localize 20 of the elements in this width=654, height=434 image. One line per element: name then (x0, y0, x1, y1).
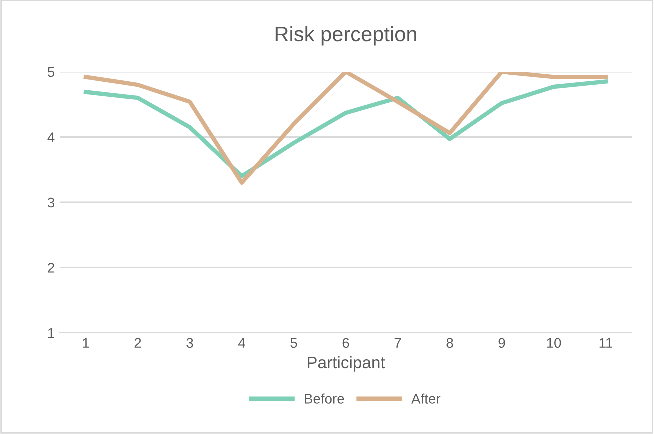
legend-label: Before (305, 394, 344, 404)
x-tick-label: 8 (446, 338, 454, 348)
y-tick-label: 4 (48, 132, 55, 142)
x-tick-label: 1 (83, 338, 90, 348)
x-tick-label: 10 (547, 338, 562, 348)
y-tick-label: 5 (48, 67, 55, 78)
x-tick-label: 3 (186, 338, 194, 348)
y-tick-label: 2 (48, 263, 54, 273)
y-tick-label: 3 (48, 198, 55, 208)
y-tick-label: 1 (48, 328, 54, 338)
x-tick-label: 2 (134, 338, 142, 348)
x-tick-label: 5 (290, 338, 298, 348)
x-tick-label: 9 (498, 338, 506, 348)
x-tick-label: 11 (600, 338, 613, 348)
x-tick-label: 6 (342, 338, 350, 348)
x-axis-title: Participant (308, 356, 386, 372)
legend-label: After (412, 394, 441, 404)
x-tick-label: 7 (394, 338, 402, 348)
chart-title: Risk perception (276, 26, 416, 46)
x-tick-label: 4 (238, 338, 246, 348)
